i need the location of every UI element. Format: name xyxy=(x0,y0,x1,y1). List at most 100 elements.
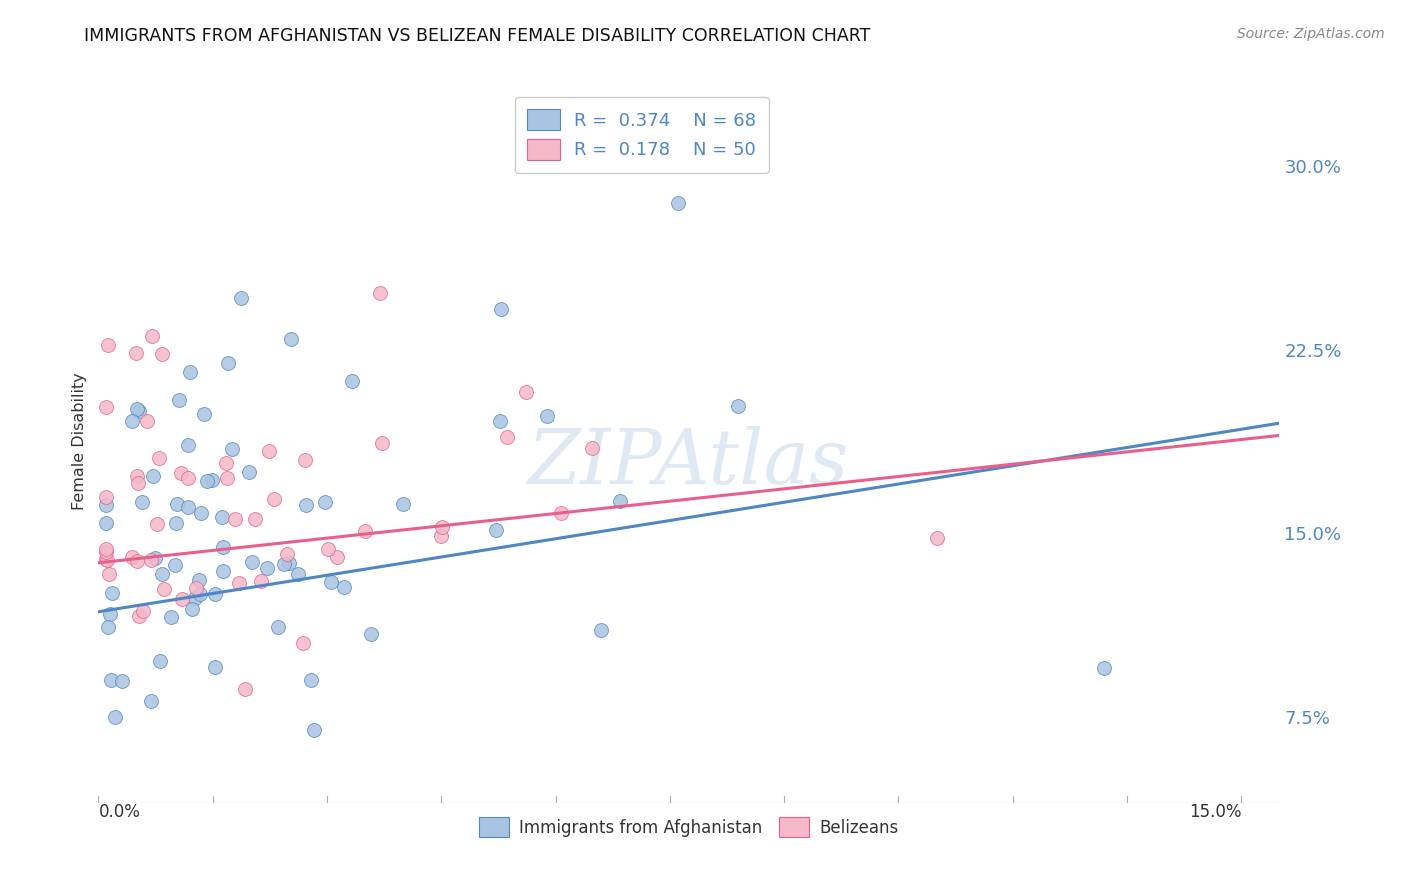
Point xyxy=(370,286,392,301)
Point xyxy=(160,609,183,624)
Point xyxy=(326,550,349,565)
Point xyxy=(581,441,603,455)
Point xyxy=(104,709,127,723)
Point xyxy=(1092,661,1115,675)
Point xyxy=(354,524,377,538)
Text: ZIPAtlas: ZIPAtlas xyxy=(529,426,849,500)
Point xyxy=(250,574,273,588)
Point xyxy=(188,573,211,587)
Point xyxy=(211,510,233,524)
Point xyxy=(340,374,363,388)
Point xyxy=(319,574,342,589)
Point xyxy=(217,471,239,485)
Point xyxy=(132,603,155,617)
Text: IMMIGRANTS FROM AFGHANISTAN VS BELIZEAN FEMALE DISABILITY CORRELATION CHART: IMMIGRANTS FROM AFGHANISTAN VS BELIZEAN … xyxy=(84,27,870,45)
Point xyxy=(536,409,558,423)
Point xyxy=(200,473,222,487)
Point xyxy=(666,195,689,210)
Point xyxy=(550,506,572,520)
Point xyxy=(97,338,120,352)
Point xyxy=(145,551,167,566)
Point xyxy=(727,399,749,413)
Point xyxy=(233,681,256,696)
Point xyxy=(212,540,235,554)
Point xyxy=(128,404,150,418)
Point xyxy=(139,694,162,708)
Point xyxy=(152,346,174,360)
Point xyxy=(240,555,263,569)
Point xyxy=(180,602,202,616)
Point xyxy=(267,620,290,634)
Point xyxy=(94,552,117,566)
Point xyxy=(224,512,246,526)
Point xyxy=(432,520,454,534)
Text: Source: ZipAtlas.com: Source: ZipAtlas.com xyxy=(1237,27,1385,41)
Point xyxy=(190,507,212,521)
Point xyxy=(294,452,316,467)
Point xyxy=(515,384,537,399)
Point xyxy=(179,365,201,379)
Point xyxy=(195,474,218,488)
Point xyxy=(98,607,121,622)
Point xyxy=(124,346,146,360)
Point xyxy=(163,558,186,573)
Point xyxy=(314,495,336,509)
Point xyxy=(228,576,250,591)
Point xyxy=(392,497,415,511)
Point xyxy=(153,582,176,596)
Point xyxy=(121,414,143,428)
Point xyxy=(221,442,243,457)
Point xyxy=(256,561,278,575)
Point xyxy=(360,626,382,640)
Point xyxy=(166,497,188,511)
Point xyxy=(278,556,301,570)
Point xyxy=(111,673,134,688)
Point xyxy=(316,542,339,557)
Point xyxy=(150,567,173,582)
Point xyxy=(243,511,266,525)
Point xyxy=(125,401,148,416)
Point xyxy=(259,443,281,458)
Point xyxy=(172,591,194,606)
Point xyxy=(229,291,252,305)
Point xyxy=(589,623,612,637)
Point xyxy=(100,586,122,600)
Point xyxy=(211,564,233,578)
Legend: Immigrants from Afghanistan, Belizeans: Immigrants from Afghanistan, Belizeans xyxy=(471,809,907,845)
Point xyxy=(128,608,150,623)
Point xyxy=(609,494,631,508)
Point xyxy=(127,554,149,568)
Point xyxy=(141,329,163,343)
Point xyxy=(177,471,200,485)
Point xyxy=(165,516,187,530)
Point xyxy=(94,498,117,512)
Point xyxy=(292,636,315,650)
Point xyxy=(148,451,170,466)
Point xyxy=(484,523,506,537)
Point xyxy=(141,552,163,566)
Point xyxy=(273,557,295,571)
Point xyxy=(149,654,172,668)
Point xyxy=(495,430,517,444)
Point xyxy=(94,400,117,414)
Point xyxy=(489,414,512,428)
Point xyxy=(142,469,165,483)
Point xyxy=(136,414,159,428)
Point xyxy=(96,552,118,566)
Y-axis label: Female Disability: Female Disability xyxy=(72,373,87,510)
Point xyxy=(184,591,207,606)
Point xyxy=(188,587,211,601)
Point xyxy=(333,580,356,594)
Point xyxy=(167,392,190,407)
Point xyxy=(214,456,236,470)
Point xyxy=(302,723,325,738)
Point xyxy=(184,581,207,595)
Point xyxy=(204,659,226,673)
Point xyxy=(177,438,200,452)
Point xyxy=(371,435,394,450)
Point xyxy=(94,516,117,530)
Point xyxy=(294,498,316,512)
Point xyxy=(287,566,309,581)
Point xyxy=(177,500,200,515)
Point xyxy=(238,466,260,480)
